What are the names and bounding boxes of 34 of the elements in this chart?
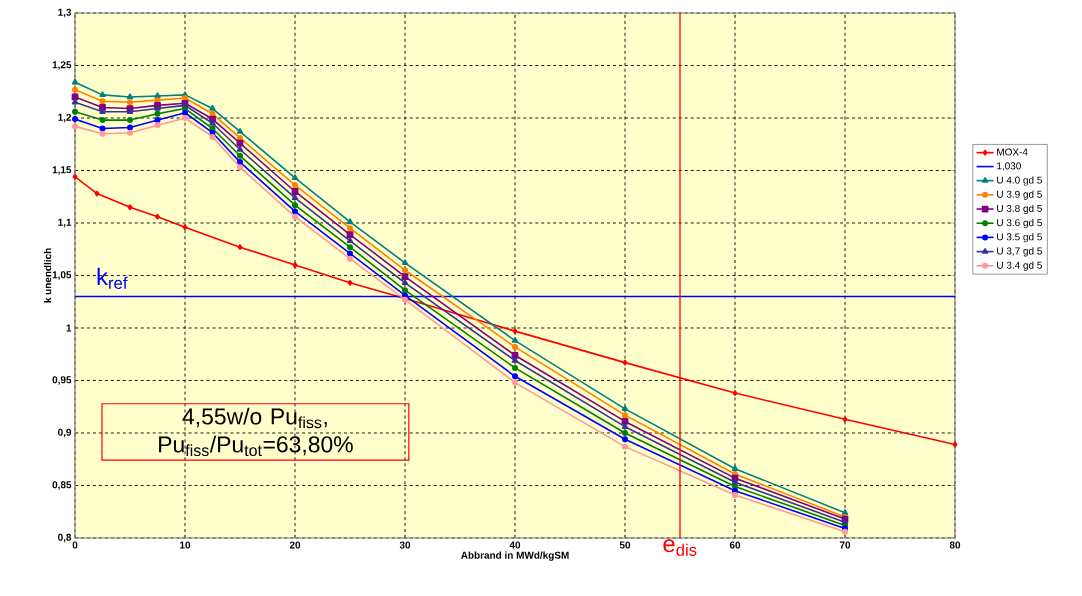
legend-label: U 3.6 gd 5 [997, 218, 1042, 229]
x-axis-title: Abbrand in MWd/kgSM [461, 551, 569, 561]
legend-label: U 3.9 gd 5 [997, 190, 1042, 200]
legend-label: 1,030 [997, 162, 1021, 171]
ref-line-label: e$_{dis}$ [663, 539, 697, 556]
y-tick-label: 1,1 [58, 218, 72, 228]
legend-label: U 3.5 gd 5 [997, 233, 1042, 243]
legend-label: U 4.0 gd 5 [997, 176, 1042, 186]
y-tick-label: 0,8 [58, 533, 72, 543]
y-tick-label: 1,2 [58, 113, 72, 123]
y-tick-label: 1 [66, 324, 72, 332]
x-tick-label: 80 [949, 541, 961, 549]
x-tick-label: 10 [180, 541, 191, 549]
x-tick-label: 20 [289, 541, 301, 549]
legend-label: MOX-4 [997, 148, 1028, 156]
x-tick-label: 40 [509, 541, 521, 549]
y-tick-label: 1,15 [52, 166, 72, 175]
y-axis-title: k unendlich [43, 248, 52, 303]
x-tick-label: 60 [729, 541, 741, 549]
legend-label: U 3.4 gd 5 [997, 261, 1042, 271]
y-tick-label: 0,9 [58, 428, 72, 438]
y-tick-label: 0,85 [52, 481, 72, 490]
legend-label: U 3,7 gd 5 [997, 247, 1042, 257]
x-tick-label: 50 [619, 541, 631, 549]
y-tick-label: 1,3 [58, 8, 72, 18]
x-tick-label: 0 [72, 541, 78, 549]
annotation: k$_{ref}$ [97, 267, 128, 289]
y-tick-label: 1,25 [52, 61, 72, 70]
x-tick-label: 30 [399, 541, 411, 549]
x-tick-label: 70 [839, 541, 851, 549]
legend-label: U 3.8 gd 5 [997, 204, 1042, 214]
y-tick-label: 1,05 [52, 271, 72, 280]
text: 4,55w/o Pu$_{fiss}$, Pu$_{fiss}$/Pu$_{tot}$=63,80% [159, 407, 353, 457]
y-tick-label: 0,95 [52, 376, 72, 385]
